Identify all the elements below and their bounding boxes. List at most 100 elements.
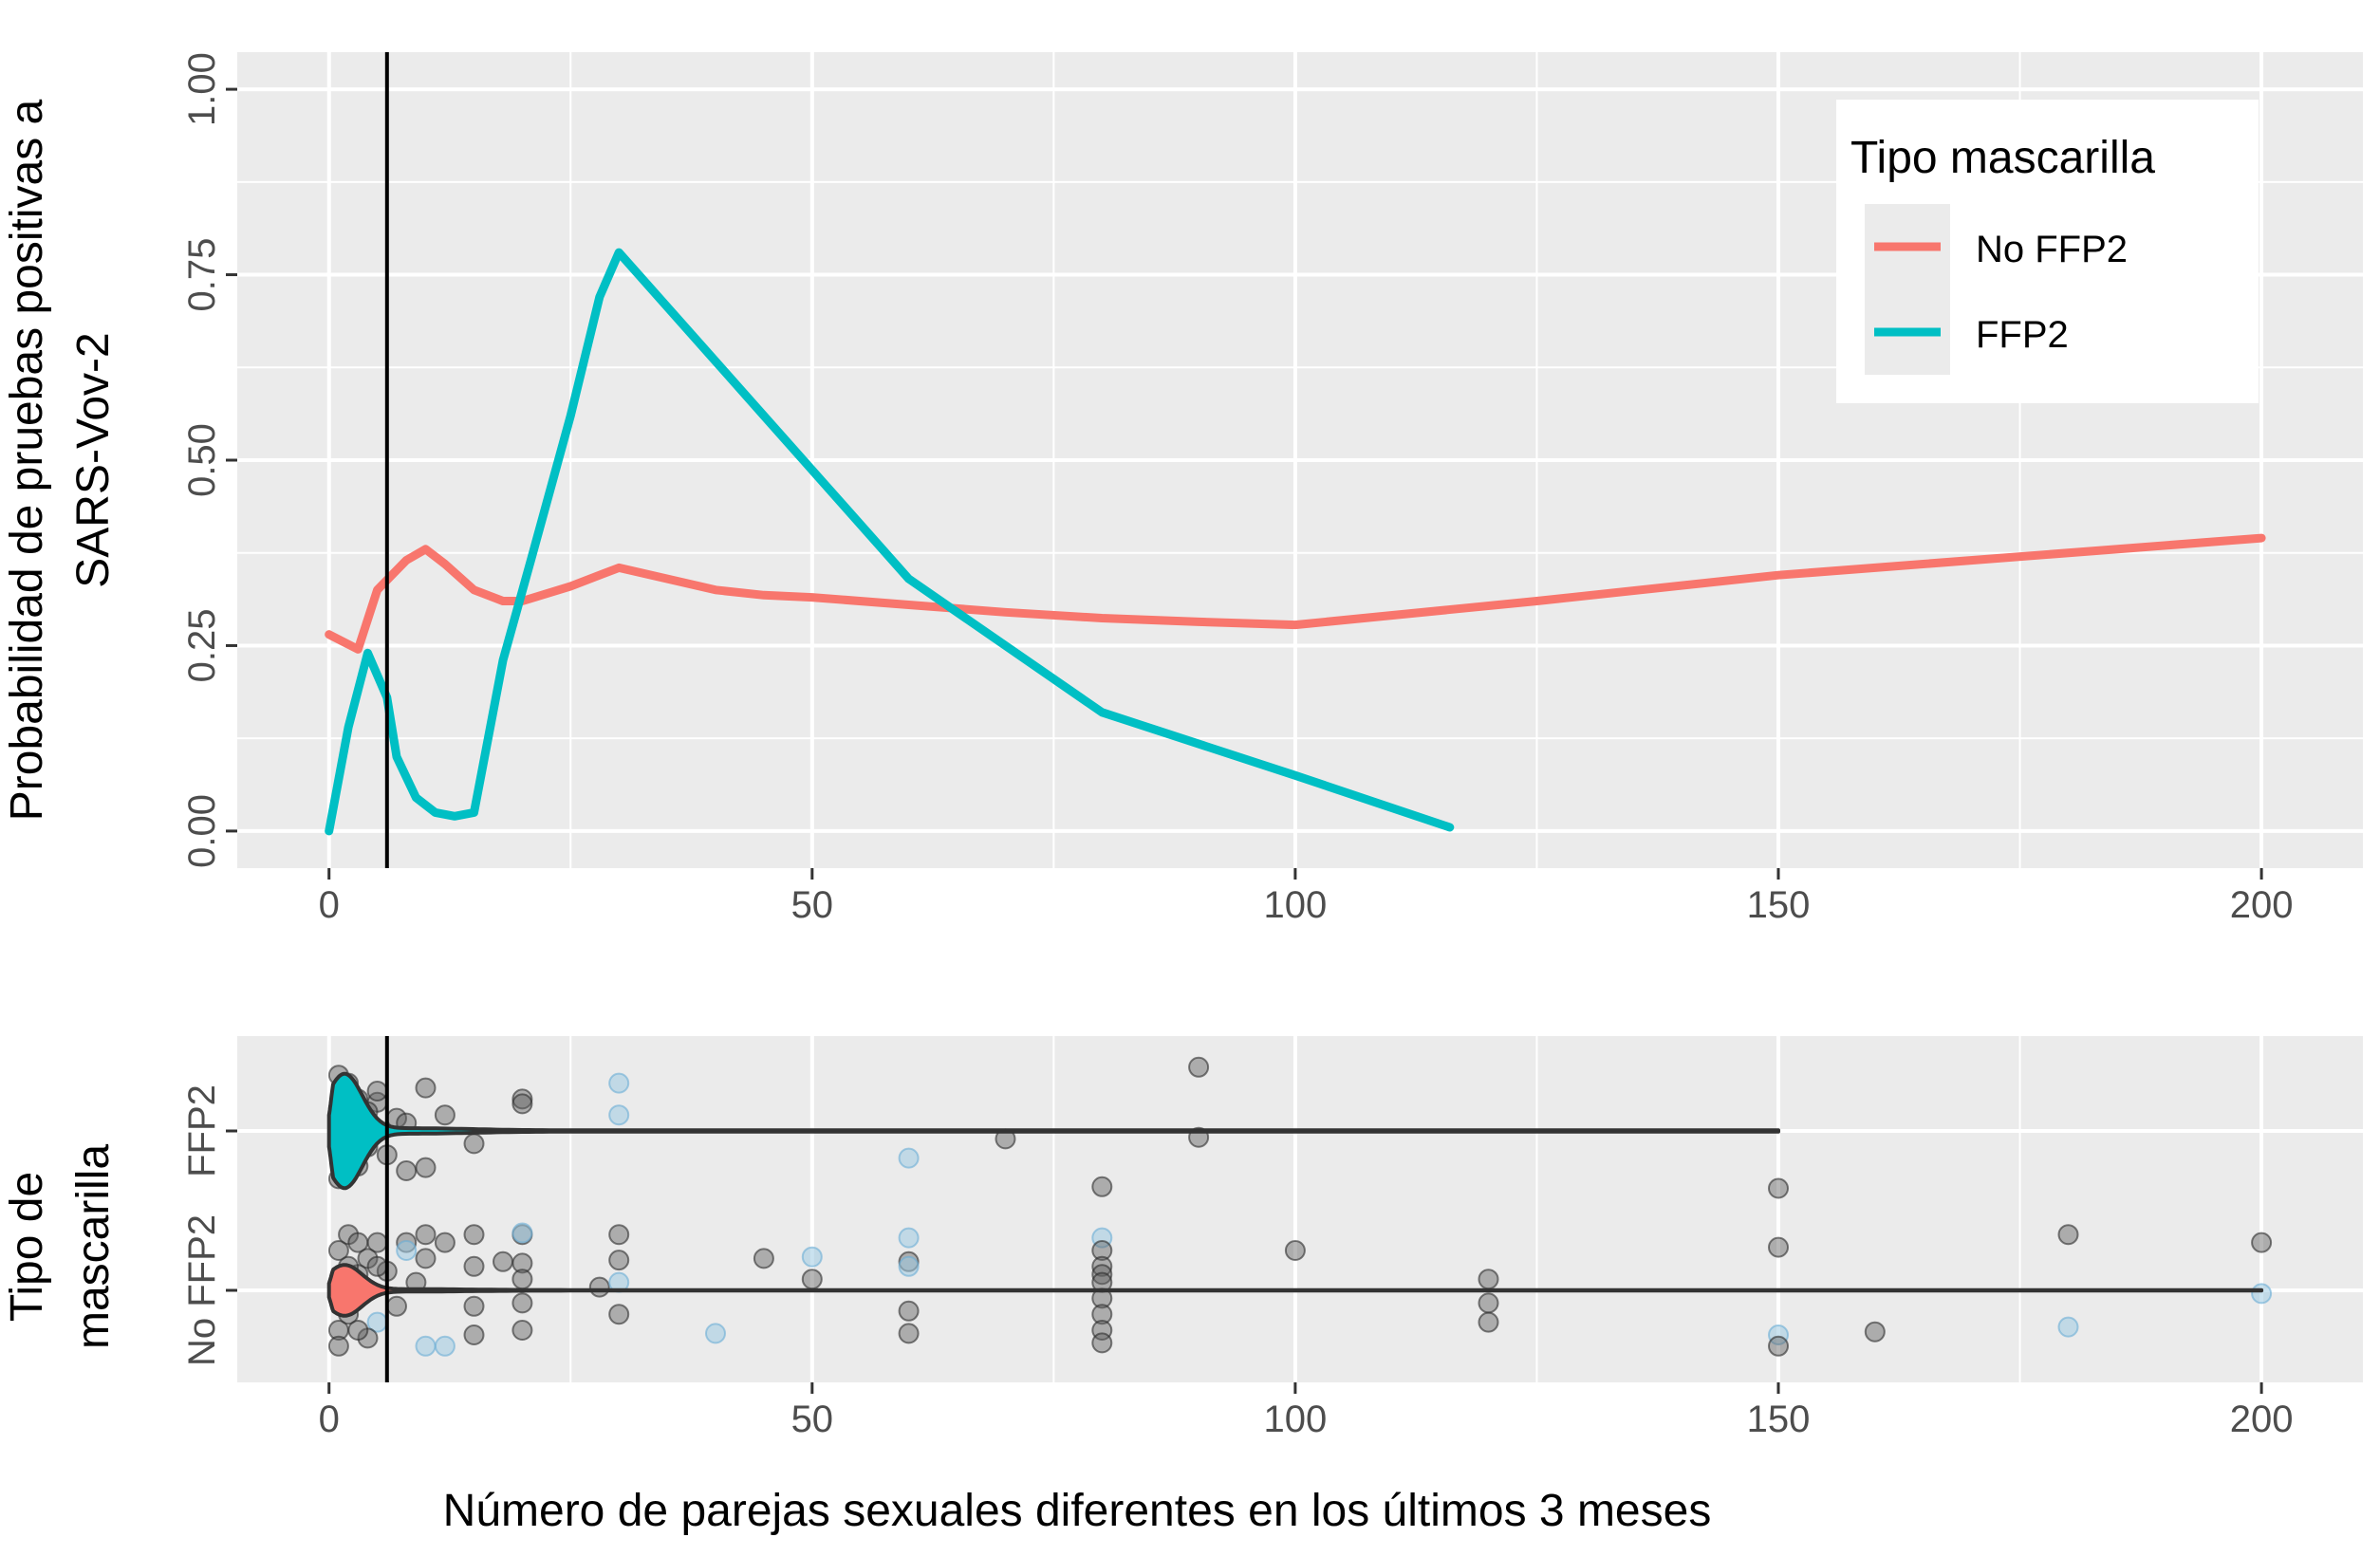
- jitter-point-ffp2: [396, 1160, 418, 1181]
- jitter-point-no-ffp2: [753, 1248, 774, 1269]
- jitter-point-no-ffp2: [1091, 1240, 1113, 1261]
- jitter-point-no-ffp2: [463, 1224, 485, 1246]
- jitter-point-no-ffp2: [898, 1323, 920, 1344]
- bottom-y-tick-label-no-ffp2: No FFP2: [181, 1214, 223, 1366]
- bottom-y-axis-ticks: No FFP2 FFP2: [181, 1084, 237, 1366]
- legend: Tipo mascarilla No FFP2 FFP2: [1836, 100, 2259, 403]
- jitter-point-no-ffp2: [1478, 1311, 1499, 1333]
- jitter-point-no-ffp2: [386, 1295, 407, 1317]
- jitter-point-no-ffp2: [1864, 1321, 1886, 1343]
- jitter-point-no-ffp2: [1091, 1304, 1113, 1325]
- jitter-point-no-ffp2: [415, 1248, 437, 1269]
- jitter-point-ffp2: [511, 1093, 533, 1115]
- jitter-point-no-ffp2: [2251, 1232, 2273, 1253]
- top-x-axis-ticks: 0 50 100 150 200: [319, 868, 2294, 926]
- jitter-point-no-ffp2: [1478, 1269, 1499, 1290]
- jitter-point-no-ffp2: [608, 1250, 630, 1271]
- jitter-point-no-ffp2: [2057, 1316, 2079, 1338]
- bottom-x-tick-label: 0: [319, 1399, 340, 1440]
- jitter-point-no-ffp2: [511, 1320, 533, 1341]
- jitter-point-no-ffp2: [1091, 1264, 1113, 1286]
- top-y-axis-title-line1: Probabilidad de pruebas positivas a: [2, 99, 52, 821]
- jitter-point-ffp2: [463, 1133, 485, 1155]
- bottom-y-axis-title-line1: Tipo de: [2, 1172, 52, 1322]
- top-x-tick-label: 200: [2230, 884, 2294, 926]
- bottom-x-tick-label: 150: [1747, 1399, 1811, 1440]
- jitter-point-ffp2: [1188, 1056, 1210, 1078]
- bottom-x-axis-ticks: 0 50 100 150 200: [319, 1382, 2294, 1440]
- jitter-point-ffp2: [1768, 1177, 1789, 1199]
- jitter-point-no-ffp2: [801, 1269, 823, 1290]
- jitter-point-no-ffp2: [898, 1227, 920, 1249]
- jitter-point-no-ffp2: [327, 1335, 349, 1357]
- series-line-no-ffp2: [325, 533, 2266, 654]
- top-x-tick-label: 150: [1747, 884, 1811, 926]
- bottom-y-tick-label-ffp2: FFP2: [181, 1084, 223, 1177]
- mask-type-distribution-chart: 0 50 100 150 200 No FFP2 FFP2 Tipo de mascari…: [2, 1036, 2363, 1536]
- jitter-point-no-ffp2: [1478, 1292, 1499, 1314]
- jitter-point-no-ffp2: [1091, 1255, 1113, 1277]
- top-x-tick-label: 100: [1264, 884, 1328, 926]
- x-axis-title: Número de parejas sexuales diferentes en…: [443, 1486, 1712, 1536]
- jitter-point-ffp2: [434, 1104, 456, 1126]
- jitter-point-no-ffp2: [511, 1252, 533, 1274]
- bottom-x-tick-label: 200: [2230, 1399, 2294, 1440]
- jitter-point-no-ffp2: [511, 1269, 533, 1290]
- jitter-point-no-ffp2: [493, 1250, 513, 1272]
- jitter-point-no-ffp2: [705, 1323, 726, 1344]
- jitter-point-no-ffp2: [327, 1240, 349, 1261]
- bottom-panel-background: [237, 1036, 2363, 1382]
- jitter-point-no-ffp2: [415, 1224, 437, 1246]
- jitter-point-no-ffp2: [608, 1304, 630, 1325]
- jitter-point-ffp2: [1091, 1176, 1113, 1197]
- jitter-point-no-ffp2: [366, 1255, 388, 1277]
- top-y-axis-title-line2: SARS-Vov-2: [68, 332, 119, 587]
- jitter-point-ffp2: [415, 1077, 437, 1099]
- jitter-point-ffp2: [511, 1088, 533, 1110]
- jitter-point-no-ffp2: [2057, 1224, 2079, 1246]
- bottom-y-axis-title-line2: mascarilla: [68, 1144, 119, 1349]
- legend-label-no-ffp2: No FFP2: [1976, 229, 2128, 270]
- jitter-point-no-ffp2: [347, 1232, 369, 1253]
- jitter-point-no-ffp2: [396, 1240, 418, 1261]
- jitter-point-no-ffp2: [1768, 1236, 1789, 1258]
- violin-ffp2: [326, 1071, 1780, 1191]
- jitter-point-no-ffp2: [511, 1292, 533, 1314]
- top-x-tick-label: 0: [319, 884, 340, 926]
- legend-title: Tipo mascarilla: [1850, 133, 2155, 183]
- top-y-tick-label: 1.00: [181, 52, 223, 126]
- jitter-point-no-ffp2: [1284, 1240, 1306, 1261]
- top-y-tick-label: 0.75: [181, 238, 223, 312]
- jitter-point-no-ffp2: [511, 1222, 533, 1244]
- jitter-point-no-ffp2: [1768, 1324, 1789, 1345]
- jitter-point-no-ffp2: [1091, 1332, 1113, 1354]
- jitter-point-no-ffp2: [434, 1335, 456, 1357]
- jitter-point-no-ffp2: [2251, 1283, 2273, 1305]
- top-y-tick-label: 0.00: [181, 794, 223, 868]
- jitter-point-no-ffp2: [415, 1335, 437, 1357]
- jitter-point-ffp2: [366, 1081, 388, 1102]
- top-gridlines: [237, 52, 2363, 868]
- jitter-point-no-ffp2: [1768, 1335, 1789, 1357]
- bottom-x-tick-label: 50: [791, 1399, 834, 1440]
- jitter-point-no-ffp2: [463, 1324, 485, 1345]
- jitter-point-no-ffp2: [801, 1246, 823, 1268]
- jitter-point-ffp2: [608, 1104, 630, 1126]
- top-x-tick-label: 50: [791, 884, 834, 926]
- top-y-tick-label: 0.50: [181, 423, 223, 497]
- jitter-point-no-ffp2: [434, 1232, 456, 1253]
- jitter-point-no-ffp2: [588, 1276, 610, 1298]
- top-y-axis-ticks: 0.00 0.25 0.50 0.75 1.00: [181, 52, 237, 868]
- jitter-point-no-ffp2: [898, 1300, 920, 1322]
- jitter-point-ffp2: [415, 1157, 437, 1178]
- probability-line-chart: 0 50 100 150 200 0.00 0.25 0.50 0.75 1.00 Probab…: [2, 52, 2363, 926]
- jitter-point-ffp2: [608, 1072, 630, 1094]
- violin-no-ffp2: [326, 1263, 2264, 1318]
- bottom-violins: [326, 1071, 2264, 1318]
- jitter-point-no-ffp2: [898, 1255, 920, 1277]
- jitter-point-no-ffp2: [463, 1295, 485, 1317]
- bottom-x-tick-label: 100: [1264, 1399, 1328, 1440]
- jitter-point-ffp2: [898, 1147, 920, 1169]
- jitter-point-no-ffp2: [608, 1224, 630, 1246]
